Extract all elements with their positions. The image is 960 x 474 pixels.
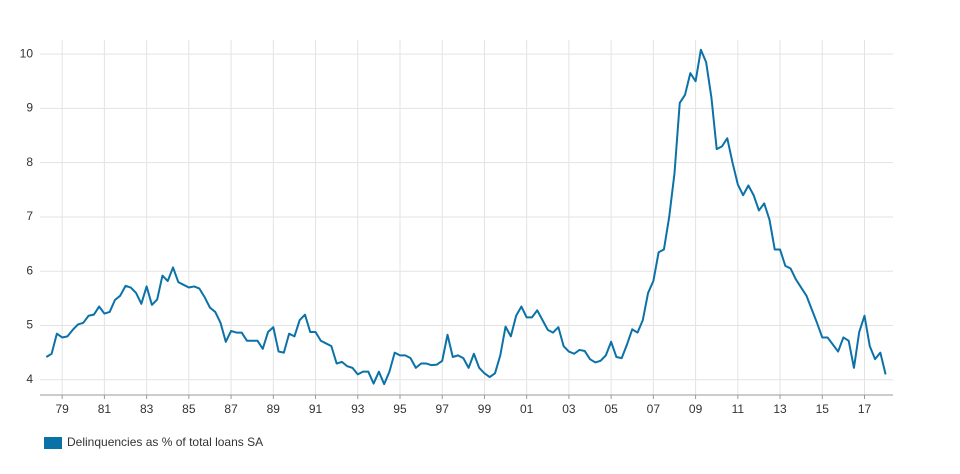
y-tick-label: 5 [26, 318, 33, 332]
x-tick-label: 93 [351, 402, 365, 416]
x-tick-label: 07 [647, 402, 661, 416]
x-tick-label: 87 [224, 402, 238, 416]
legend-label: Delinquencies as % of total loans SA [67, 435, 263, 449]
x-tick-label: 89 [267, 402, 281, 416]
x-tick-label: 13 [773, 402, 787, 416]
x-tick-label: 15 [816, 402, 830, 416]
x-tick-label: 97 [436, 402, 450, 416]
y-tick-label: 6 [26, 263, 33, 277]
data-line [45, 48, 887, 386]
x-tick-label: 81 [98, 402, 112, 416]
y-tick-label: 8 [26, 155, 33, 169]
x-tick-label: 17 [858, 402, 872, 416]
x-tick-label: 83 [140, 402, 154, 416]
x-tick-label: 03 [562, 402, 576, 416]
x-tick-label: 95 [393, 402, 407, 416]
x-tick-label: 05 [604, 402, 618, 416]
x-tick-label: 79 [55, 402, 69, 416]
x-tick-label: 11 [732, 402, 745, 416]
x-tick-label: 09 [689, 402, 703, 416]
y-tick-label: 10 [20, 46, 34, 60]
x-tick-label: 01 [520, 402, 534, 416]
x-tick-label: 91 [309, 402, 323, 416]
y-tick-label: 7 [26, 209, 33, 223]
y-tick-label: 4 [26, 372, 33, 386]
legend-swatch [44, 437, 62, 449]
x-tick-label: 99 [478, 402, 492, 416]
y-tick-label: 9 [26, 101, 33, 115]
x-tick-label: 85 [182, 402, 196, 416]
